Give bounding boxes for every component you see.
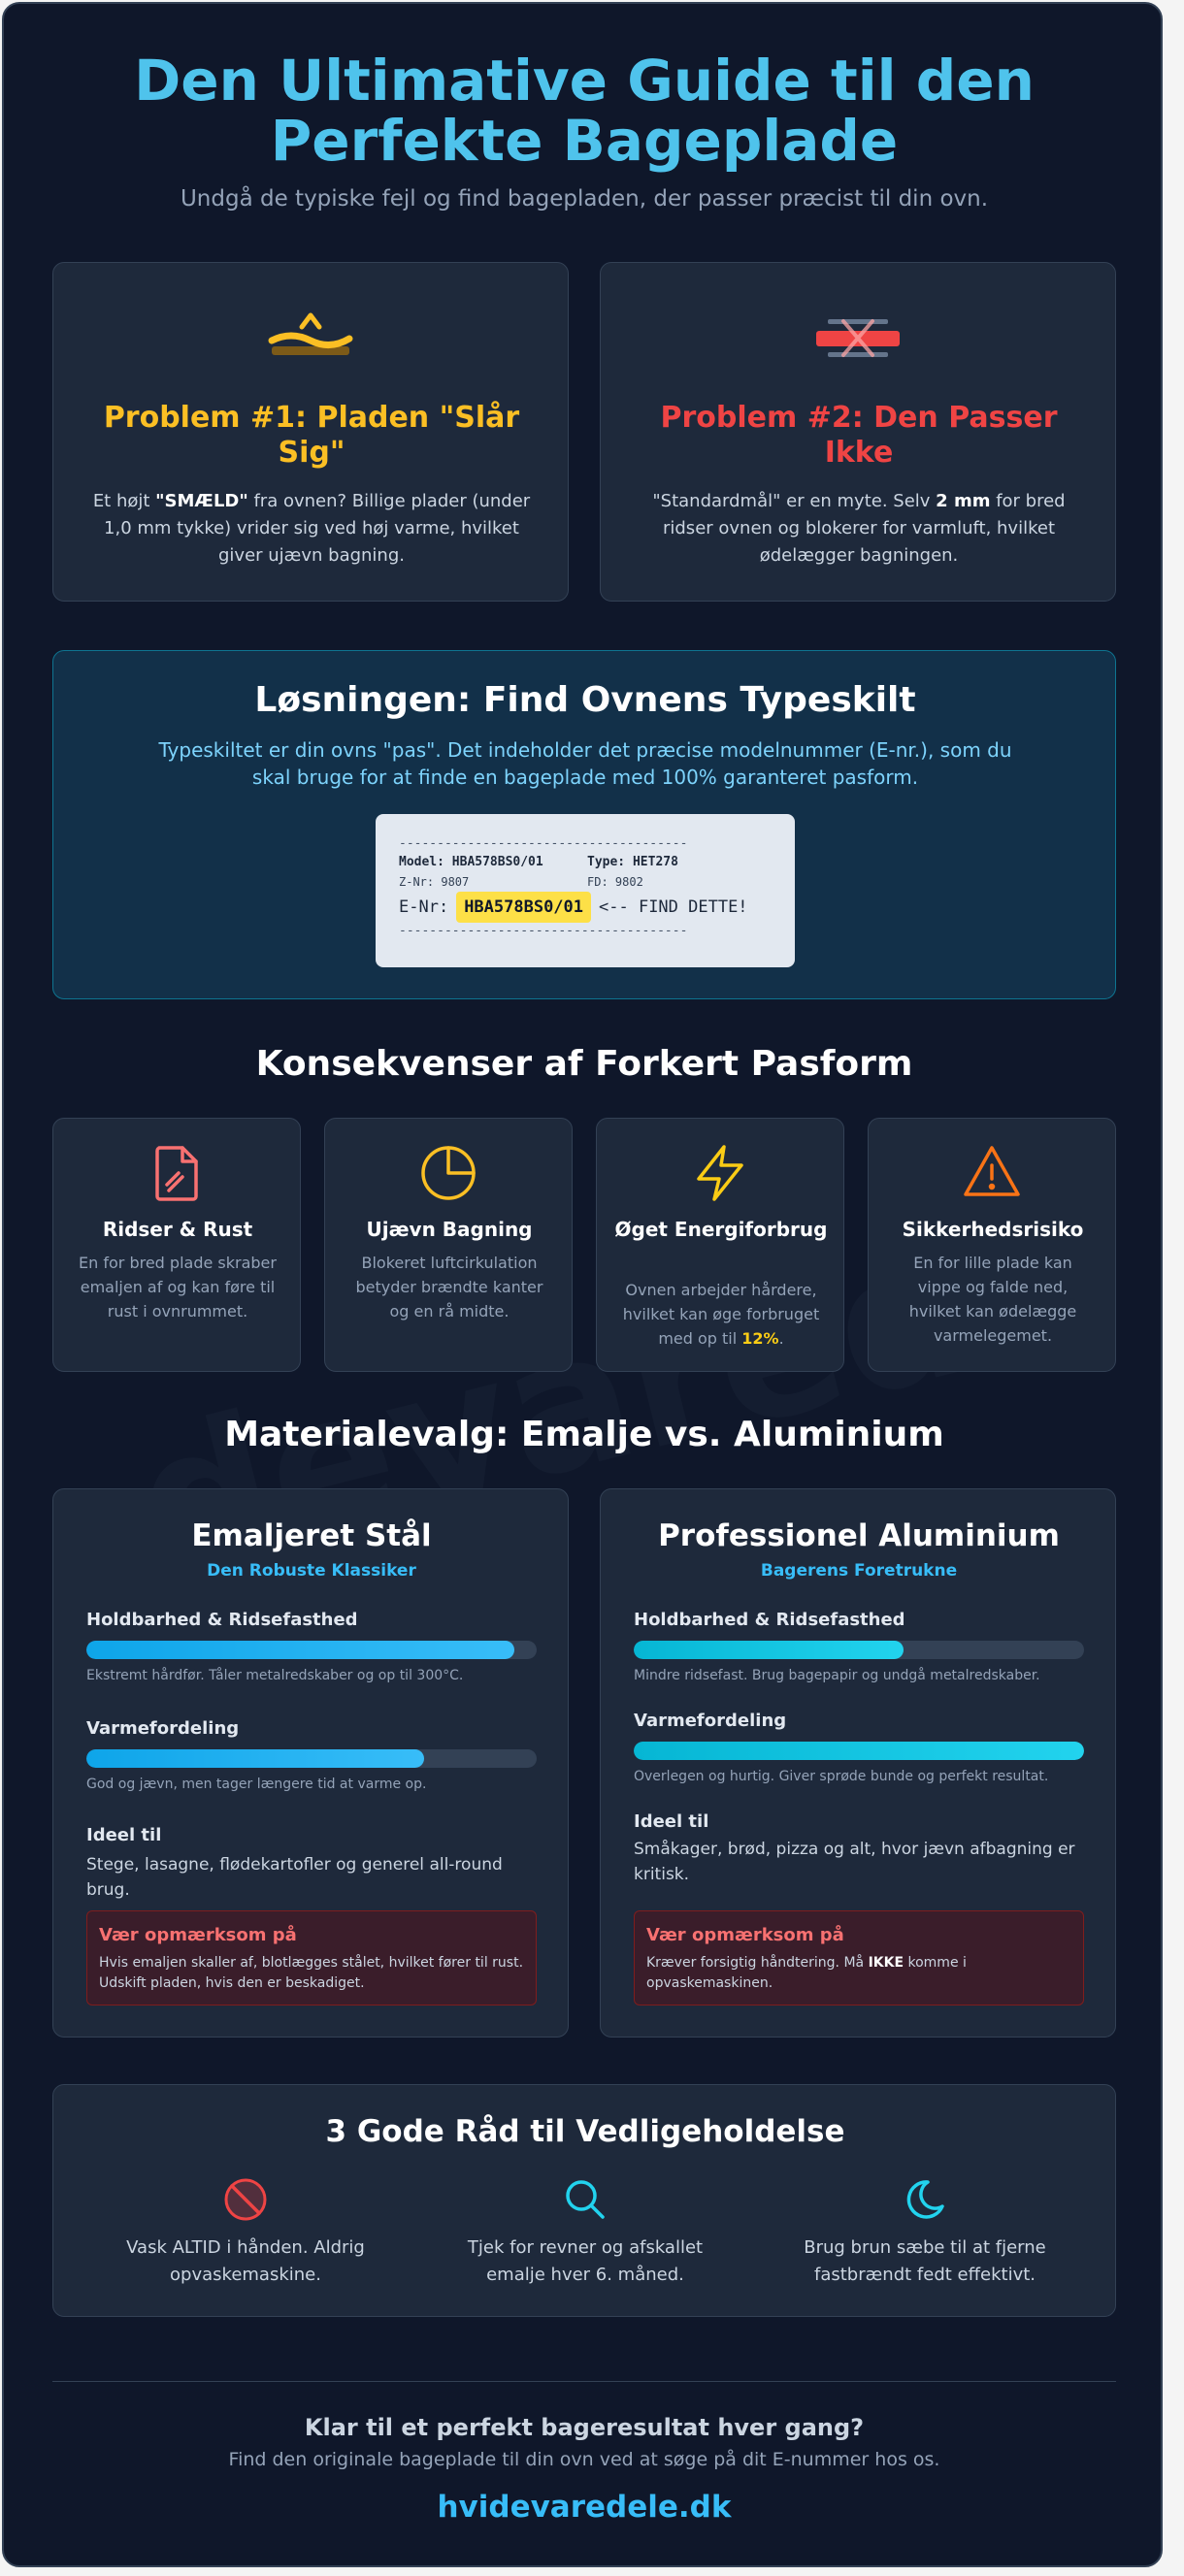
tip-3: Brug brun sæbe til at fjerne fastbrændt … (779, 2176, 1070, 2289)
durability-note: Ekstremt hårdfør. Tåler metalredskaber o… (86, 1668, 464, 1683)
title-line-1: Den Ultimative Guide til den (134, 48, 1035, 114)
ideal-label: Ideel til (86, 1825, 162, 1845)
warning-triangle-icon (962, 1144, 1022, 1204)
infographic-frame: devarede Den Ultimative Guide til den Pe… (2, 2, 1163, 2567)
consequences-title: Konsekvenser af Forkert Pasform (255, 1044, 913, 1084)
durability-bar-fill (634, 1641, 904, 1659)
plate-dash-bottom: -------------------------------------- (399, 924, 688, 938)
consequence-card-3: Øget Energiforbrug Ovnen arbejder hårder… (596, 1118, 844, 1372)
consequence-card-1: Ridser & Rust En for bred plade skraber … (52, 1118, 301, 1372)
warning-text: Hvis emaljen skaller af, blotlægges stål… (99, 1955, 524, 1991)
warning-title: Vær opmærksom på (646, 1925, 844, 1945)
tips-panel: 3 Gode Råd til Vedligeholdelse Vask ALTI… (52, 2084, 1116, 2317)
moon-icon (779, 2176, 1070, 2223)
warning-box: Vær opmærksom på Hvis emaljen skaller af… (86, 1910, 537, 2005)
plate-row-znr: Z-Nr: 9807 FD: 9802 (399, 875, 643, 889)
material-title: Professionel Aluminium (658, 1518, 1060, 1553)
heat-bar (86, 1749, 537, 1768)
consequence-text-4: En for lille plade kan vippe og falde ne… (908, 1254, 1077, 1345)
website-link[interactable]: hvidevaredele.dk (437, 2490, 732, 2525)
consequence-card-4: Sikkerhedsrisiko En for lille plade kan … (868, 1118, 1116, 1372)
warning-box: Vær opmærksom på Kræver forsigtig håndte… (634, 1910, 1084, 2005)
cta-subtitle: Find den originale bageplade til din ovn… (228, 2449, 940, 2470)
metric-label-heat: Varmefordeling (86, 1718, 240, 1739)
cta-title: Klar til et perfekt bageresultat hver ga… (304, 2414, 865, 2441)
tip-2: Tjek for revner og afskallet emalje hver… (440, 2176, 731, 2289)
material-card-enamel: Emaljeret Stål Den Robuste Klassiker Hol… (52, 1488, 569, 2038)
problem-title-2: Problem #2: Den Passer Ikke (660, 401, 1058, 470)
solution-title: Løsningen: Find Ovnens Typeskilt (254, 680, 916, 720)
materials-title: Materialevalg: Emalje vs. Aluminium (224, 1415, 944, 1454)
lightning-icon (693, 1144, 747, 1206)
durability-note: Mindre ridsefast. Brug bagepapir og undg… (634, 1668, 1040, 1683)
consequence-card-2: Ujævn Bagning Blokeret luftcirkulation b… (324, 1118, 573, 1372)
metric-label-heat: Varmefordeling (634, 1711, 787, 1731)
type-plate: -------------------------------------- M… (376, 814, 795, 967)
heat-bar (634, 1742, 1084, 1760)
page-subtitle: Undgå de typiske fejl og find bagepladen… (180, 186, 989, 212)
heat-bar-fill (86, 1749, 424, 1768)
plate-row-model: Model: HBA578BS0/01 Type: HET278 (399, 855, 678, 869)
consequence-text-3: Ovnen arbejder hårdere, hvilket kan øge … (622, 1281, 820, 1348)
material-subtitle: Den Robuste Klassiker (207, 1561, 416, 1581)
page-title: Den Ultimative Guide til den Perfekte Ba… (52, 50, 1116, 171)
plate-dash-top: -------------------------------------- (399, 836, 688, 851)
problem-card-1: Problem #1: Pladen "Slår Sig" Et højt "S… (52, 262, 569, 602)
warning-title: Vær opmærksom på (99, 1925, 297, 1945)
metric-label-durability: Holdbarhed & Ridsefasthed (634, 1610, 905, 1630)
heat-note: Overlegen og hurtig. Giver sprøde bunde … (634, 1769, 1049, 1784)
problem-title-1: Problem #1: Pladen "Slår Sig" (103, 401, 520, 470)
durability-bar-fill (86, 1641, 514, 1659)
wrong-fit-icon (814, 310, 902, 368)
problem-card-2: Problem #2: Den Passer Ikke "Standardmål… (600, 262, 1116, 602)
material-card-aluminium: Professionel Aluminium Bagerens Foretruk… (600, 1488, 1116, 2038)
scratched-document-icon (151, 1144, 202, 1206)
consequence-title-3: Øget Energiforbrug (614, 1218, 828, 1241)
tip-text-3: Brug brun sæbe til at fjerne fastbrændt … (804, 2237, 1046, 2285)
consequence-title-2: Ujævn Bagning (366, 1218, 533, 1241)
solution-text: Typeskiltet er din ovns "pas". Det indeh… (158, 738, 1012, 789)
material-subtitle: Bagerens Foretrukne (760, 1561, 958, 1581)
consequence-title-4: Sikkerhedsrisiko (902, 1218, 1084, 1241)
warning-text: Kræver forsigtig håndtering. Må IKKE kom… (646, 1955, 967, 1991)
consequence-title-1: Ridser & Rust (102, 1218, 253, 1241)
metric-label-durability: Holdbarhed & Ridsefasthed (86, 1610, 358, 1630)
ideal-label: Ideel til (634, 1811, 709, 1832)
plate-row-enr: E-Nr: HBA578BS0/01 <-- FIND DETTE! (399, 892, 772, 923)
solution-panel: Løsningen: Find Ovnens Typeskilt Typeski… (52, 650, 1116, 999)
heat-note: God og jævn, men tager længere tid at va… (86, 1777, 427, 1792)
title-line-2: Perfekte Bageplade (270, 108, 899, 174)
pie-chart-icon (419, 1144, 477, 1206)
tip-1: Vask ALTID i hånden. Aldrig opvaskemaski… (100, 2176, 391, 2289)
enr-highlight: HBA578BS0/01 (456, 892, 592, 923)
tips-title: 3 Gode Råd til Vedligeholdelse (325, 2114, 845, 2149)
tip-text-1: Vask ALTID i hånden. Aldrig opvaskemaski… (126, 2237, 365, 2285)
problem-text-2: "Standardmål" er en myte. Selv 2 mm for … (652, 491, 1066, 566)
footer-divider (52, 2381, 1116, 2382)
ideal-text: Stege, lasagne, flødekartofler og genere… (86, 1855, 503, 1900)
no-dishwasher-icon (100, 2176, 391, 2223)
tip-text-2: Tjek for revner og afskallet emalje hver… (467, 2237, 704, 2285)
search-icon (440, 2176, 731, 2223)
consequence-text-1: En for bred plade skraber emaljen af og … (79, 1254, 277, 1321)
consequence-text-2: Blokeret luftcirkulation betyder brændte… (355, 1254, 543, 1321)
material-title: Emaljeret Stål (191, 1518, 432, 1553)
durability-bar (634, 1641, 1084, 1659)
durability-bar (86, 1641, 537, 1659)
warped-plate-icon (267, 310, 354, 368)
ideal-text: Småkager, brød, pizza og alt, hvor jævn … (634, 1840, 1075, 1884)
problem-text-1: Et højt "SMÆLD" fra ovnen? Billige plade… (92, 491, 531, 566)
heat-bar-fill (634, 1742, 1084, 1760)
